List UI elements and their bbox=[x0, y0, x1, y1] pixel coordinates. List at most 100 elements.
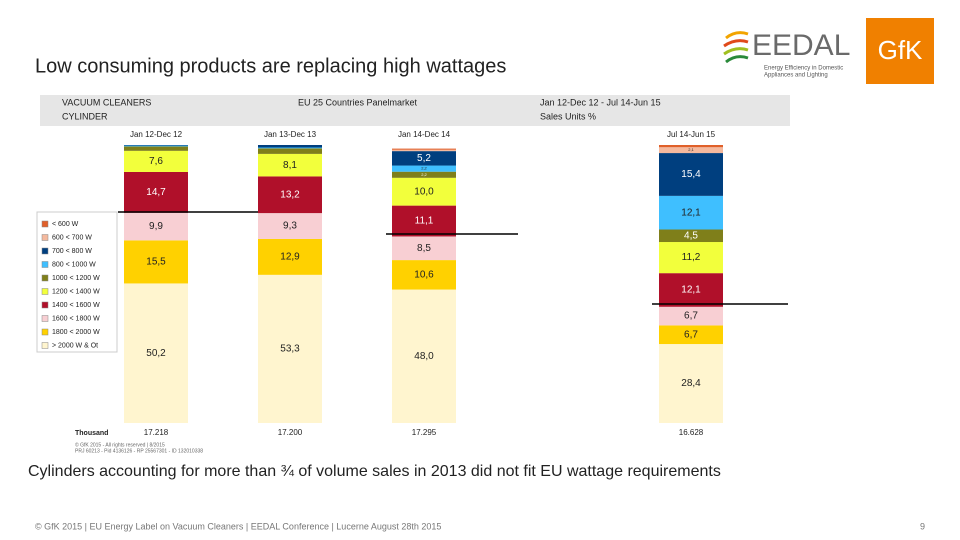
x-tick-label: Jul 14-Jun 15 bbox=[667, 130, 716, 139]
logo-swoosh bbox=[723, 47, 749, 56]
bar-segment bbox=[258, 147, 322, 149]
legend-label: 800 < 1000 W bbox=[52, 261, 96, 268]
bar-segment bbox=[392, 289, 456, 423]
slide-title: Low consuming products are replacing hig… bbox=[35, 55, 506, 77]
eedal-name: EEDAL bbox=[752, 29, 850, 62]
data-label: 10,6 bbox=[414, 269, 434, 280]
bar-segment bbox=[124, 145, 188, 146]
data-label: 48,0 bbox=[414, 351, 434, 362]
legend-label: < 600 W bbox=[52, 221, 79, 228]
data-label: 12,1 bbox=[681, 207, 701, 218]
bar-segment bbox=[258, 213, 322, 239]
bar-segment bbox=[392, 171, 456, 178]
legend-label: 1800 < 2000 W bbox=[52, 329, 100, 336]
data-label: 2,1 bbox=[688, 147, 694, 152]
page-number: 9 bbox=[920, 521, 925, 531]
bar-segment bbox=[392, 236, 456, 261]
header-text: CYLINDER bbox=[62, 111, 108, 121]
legend-label: 1000 < 1200 W bbox=[52, 275, 100, 282]
bar-segment bbox=[659, 195, 723, 230]
data-label: 50,2 bbox=[146, 348, 166, 359]
bar-segment bbox=[124, 240, 188, 284]
bar-segment bbox=[258, 238, 322, 275]
bar-segment bbox=[659, 306, 723, 326]
legend-swatch bbox=[41, 247, 49, 255]
header-text: VACUUM CLEANERS bbox=[62, 97, 151, 107]
bar-segment bbox=[392, 177, 456, 206]
legend-label: 1400 < 1600 W bbox=[52, 302, 100, 309]
data-label: 2,2 bbox=[421, 172, 427, 177]
note: PRJ 60213 - Pid 4136126 - RP 25567301 - … bbox=[75, 448, 203, 454]
data-label: 9,9 bbox=[149, 221, 163, 232]
legend-label: 1200 < 1400 W bbox=[52, 288, 100, 295]
bar-segment bbox=[392, 148, 456, 150]
x-tick-label: Jan 14-Dec 14 bbox=[398, 130, 451, 139]
data-label: 6,7 bbox=[684, 311, 698, 322]
data-label: 15,5 bbox=[146, 257, 166, 268]
data-label: 11,1 bbox=[415, 216, 434, 227]
legend-swatch bbox=[41, 234, 49, 241]
logo-swoosh bbox=[725, 31, 749, 40]
data-label: 10,0 bbox=[414, 186, 434, 197]
bar-segment bbox=[392, 205, 456, 237]
data-label: 8,1 bbox=[283, 160, 297, 171]
bar-segment bbox=[659, 273, 723, 307]
bar-segment bbox=[124, 171, 188, 213]
legend-swatch bbox=[41, 220, 49, 228]
bar-segment bbox=[124, 145, 188, 147]
legend-swatch bbox=[41, 328, 49, 336]
annotation: Cylinders accounting for more than ¾ of … bbox=[28, 463, 721, 480]
totals-label: Thousand bbox=[75, 430, 108, 437]
header-text: Jan 12-Dec 12 - Jul 14-Jun 15 bbox=[540, 97, 661, 107]
bar-segment bbox=[659, 242, 723, 274]
gfk-logo-box bbox=[866, 18, 934, 84]
total-label: 16.628 bbox=[679, 428, 704, 437]
eedal-tagline: Appliances and Lighting bbox=[764, 73, 828, 79]
data-label: 4,5 bbox=[684, 230, 698, 241]
bar-segment bbox=[659, 153, 723, 196]
legend-swatch bbox=[41, 315, 49, 322]
data-label: 12,9 bbox=[280, 252, 300, 263]
bar-segment bbox=[258, 145, 322, 148]
bar-segment bbox=[659, 325, 723, 345]
legend-swatch bbox=[41, 261, 49, 268]
bar-segment bbox=[659, 145, 723, 148]
bar-segment bbox=[392, 165, 456, 172]
data-label: 53,3 bbox=[280, 344, 300, 355]
header-band bbox=[40, 95, 790, 126]
data-label: 7,6 bbox=[149, 156, 163, 167]
data-label: 6,7 bbox=[684, 329, 698, 340]
data-label: 12,1 bbox=[681, 285, 701, 296]
x-tick-label: Jan 13-Dec 13 bbox=[264, 130, 317, 139]
note: © GfK 2015 - All rights reserved | 8/201… bbox=[75, 441, 165, 448]
data-label: 9,3 bbox=[283, 221, 297, 232]
data-label: 8,5 bbox=[417, 243, 431, 254]
legend-swatch bbox=[41, 342, 49, 349]
total-label: 17.218 bbox=[144, 428, 169, 437]
bar-segment bbox=[124, 212, 188, 241]
legend-label: 600 < 700 W bbox=[52, 234, 92, 241]
x-tick-label: Jan 12-Dec 12 bbox=[130, 130, 183, 139]
bar-segment bbox=[258, 176, 322, 214]
bar-segment bbox=[659, 229, 723, 243]
legend-label: 1600 < 1800 W bbox=[52, 315, 100, 322]
legend-label: > 2000 W & Ot bbox=[52, 342, 98, 349]
data-label: 14,7 bbox=[146, 187, 166, 198]
footer: © GfK 2015 | EU Energy Label on Vacuum C… bbox=[35, 521, 441, 531]
data-label: 15,4 bbox=[681, 169, 701, 180]
header-text: EU 25 Countries Panelmarket bbox=[298, 97, 418, 107]
bar-segment bbox=[659, 147, 723, 154]
bar-segment bbox=[392, 149, 456, 152]
header-text: Sales Units % bbox=[540, 111, 596, 121]
logo-swoosh bbox=[725, 55, 749, 64]
logo-swoosh bbox=[723, 39, 749, 48]
gfk-logo: GfK bbox=[878, 35, 923, 65]
bar-segment bbox=[258, 274, 322, 423]
total-label: 17.200 bbox=[278, 428, 303, 437]
bar-segment bbox=[258, 153, 322, 177]
eedal-tagline: Energy Efficiency in Domestic bbox=[764, 66, 843, 72]
bar-segment bbox=[124, 283, 188, 423]
bar-segment bbox=[392, 151, 456, 166]
data-label: 5,2 bbox=[417, 153, 431, 164]
legend-swatch bbox=[41, 274, 49, 282]
